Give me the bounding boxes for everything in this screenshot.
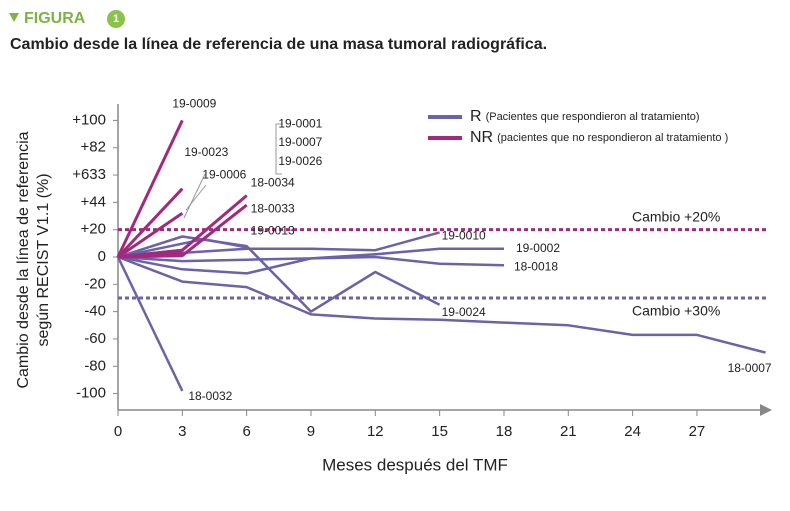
x-tick-label: 9	[307, 423, 315, 440]
y-tick-label: -100	[76, 385, 106, 402]
x-axis-label: Meses después del TMF	[322, 455, 508, 474]
x-tick-label: 27	[689, 423, 706, 440]
x-tick-label: 6	[242, 423, 250, 440]
series-label: 18-0018	[514, 259, 558, 273]
legend-description: (Pacientes que respondieron al tratamien…	[486, 111, 700, 123]
figure-marker	[9, 13, 19, 22]
series-label: 19-0013	[251, 224, 295, 238]
x-tick-label: 24	[624, 423, 641, 440]
y-tick-label: +100	[72, 111, 106, 128]
series-label: 19-0023	[184, 145, 228, 159]
figure-label: FIGURA	[24, 10, 86, 27]
y-tick-label: -80	[84, 357, 106, 374]
figure-badge	[107, 10, 125, 28]
y-tick-label: -20	[84, 275, 106, 292]
series-line	[116, 256, 184, 392]
series-line	[117, 255, 505, 275]
series-line	[116, 187, 184, 259]
y-tick-label: -40	[84, 303, 106, 320]
legend-name: NR	[470, 129, 493, 146]
series-line	[117, 212, 184, 259]
x-tick-label: 0	[114, 423, 122, 440]
series-label: 19-0010	[442, 229, 486, 243]
label-connectors	[183, 123, 282, 219]
y-tick-label: +633	[72, 166, 106, 183]
x-tick-label: 3	[178, 423, 186, 440]
legend-description: (pacientes que no respondieron al tratam…	[497, 132, 728, 144]
series-label: 18-0032	[188, 389, 232, 403]
series-label: 19-0009	[172, 97, 216, 111]
series-label: 19-0026	[278, 154, 322, 168]
y-axis-label: según RECIST V1.1 (%)	[35, 173, 52, 346]
x-tick-label: 15	[431, 423, 448, 440]
series-label: 19-0007	[278, 135, 322, 149]
y-axis-label: Cambio desde la línea de referencia	[15, 131, 32, 388]
series-label: 19-0006	[202, 167, 246, 181]
series-line	[117, 255, 766, 354]
legend-entry: NR (pacientes que no respondieron al trat…	[470, 129, 728, 146]
reference-label: Cambio +30%	[632, 303, 720, 319]
reference-label: Cambio +20%	[632, 208, 720, 224]
series-label: 18-0033	[251, 201, 295, 215]
figure-number: 1	[113, 13, 119, 25]
x-axis-arrow	[760, 404, 772, 416]
series-label: 19-0024	[442, 305, 486, 319]
chart-title: Cambio desde la línea de referencia de u…	[10, 36, 547, 53]
y-tick-label: +44	[81, 193, 106, 210]
legend-name: R	[470, 108, 482, 125]
series-line	[117, 235, 441, 313]
series-label: 19-0001	[278, 116, 322, 130]
series-line	[116, 119, 184, 258]
series-label: 18-0007	[728, 361, 772, 375]
y-tick-label: 0	[98, 248, 106, 265]
series-label: 19-0002	[516, 241, 560, 255]
legend-entry: R (Pacientes que respondieron al tratamie…	[470, 108, 700, 125]
y-tick-label: +20	[81, 221, 106, 238]
series-label: 18-0034	[251, 176, 295, 190]
x-tick-label: 21	[560, 423, 577, 440]
x-tick-label: 18	[496, 423, 513, 440]
y-tick-label: -60	[84, 330, 106, 347]
series-line	[117, 194, 248, 259]
x-tick-label: 12	[367, 423, 384, 440]
y-tick-label: +82	[81, 139, 106, 156]
series-line	[117, 203, 248, 259]
